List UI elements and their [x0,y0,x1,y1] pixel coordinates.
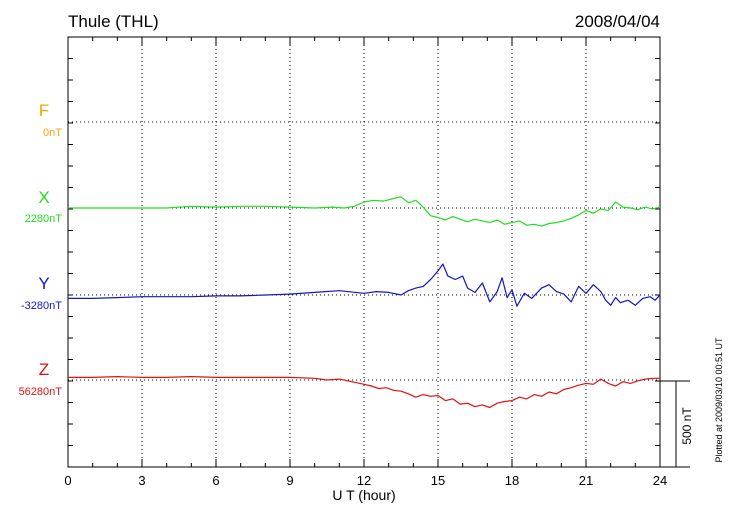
axis-ticks: 0 3 6 9 12 15 18 21 24 [64,37,667,488]
x-tick-label: 24 [653,473,667,488]
series-baseline-f: 0nT [43,127,62,139]
scale-bar: 500 nT [660,380,694,468]
series-line-z [68,376,660,409]
x-tick-label: 15 [431,473,445,488]
x-axis-title: U T (hour) [332,487,395,503]
series-baseline-z: 56280nT [19,386,63,398]
x-tick-label: 18 [505,473,519,488]
series-baseline-x: 2280nT [25,213,63,225]
series-name-f: F [39,101,49,120]
plotted-note: Plotted at 2009/03/10 00:51 UT [714,337,724,463]
series-name-z: Z [39,360,49,379]
series-line-y [68,263,661,307]
date-label: 2008/04/04 [575,12,660,31]
x-tick-label: 21 [579,473,593,488]
series-baseline-y: -3280nT [21,300,62,312]
scale-bar-label: 500 nT [680,407,694,445]
x-tick-label: 3 [138,473,145,488]
x-tick-label: 9 [286,473,293,488]
grid [68,37,660,467]
series-line-x [68,196,661,227]
series-layer [68,196,661,409]
station-title: Thule (THL) [68,12,159,31]
x-tick-label: 0 [64,473,71,488]
series-labels: F 0nT X 2280nT Y -3280nT Z 56280nT [19,101,63,398]
x-tick-label: 12 [357,473,371,488]
x-tick-label: 6 [212,473,219,488]
series-name-y: Y [38,274,49,293]
series-name-x: X [38,188,49,207]
